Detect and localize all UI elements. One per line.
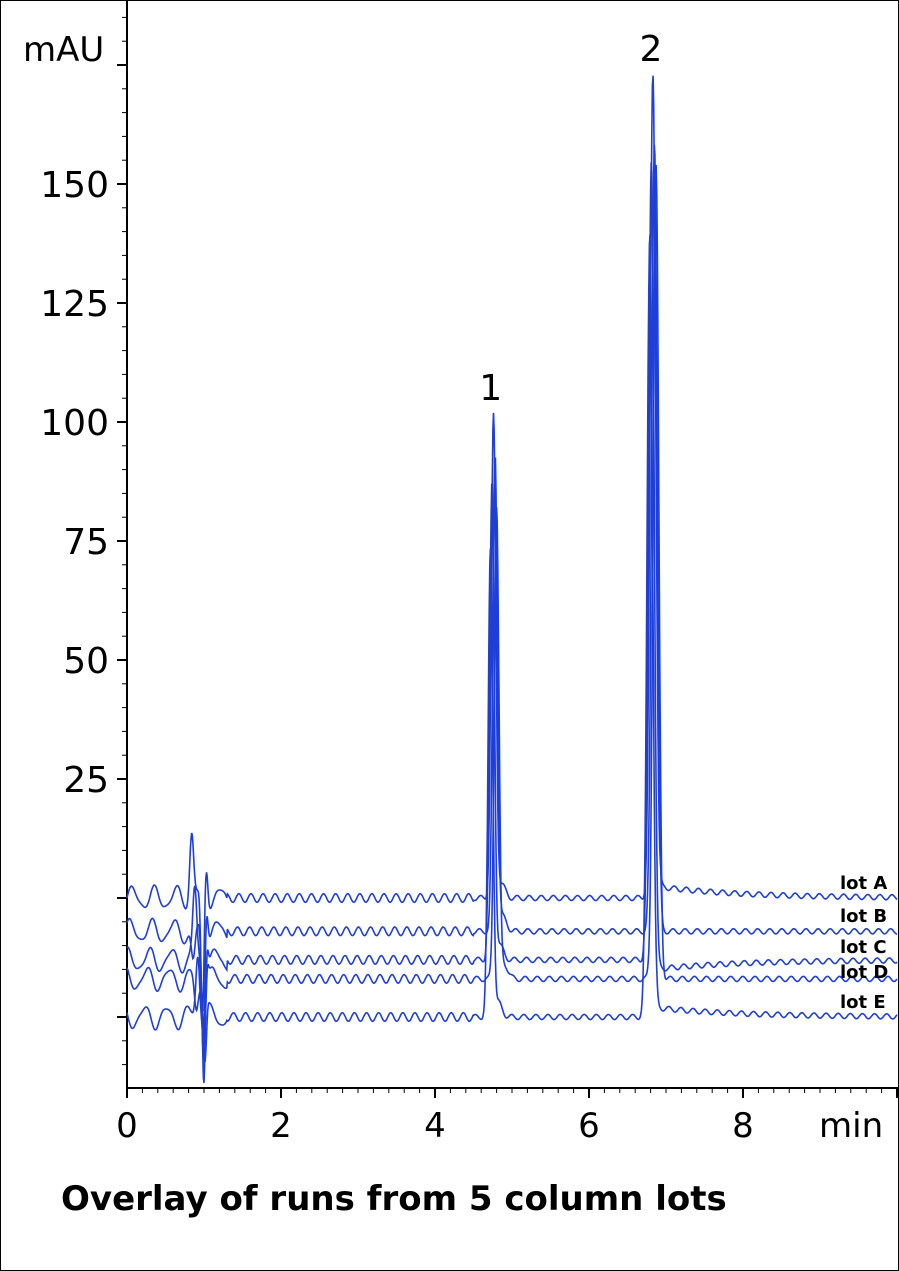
y-axis-label: mAU: [23, 30, 104, 70]
series-label: lot C: [840, 937, 887, 958]
trace-lot-d: [126, 164, 898, 1047]
x-tick-label: 8: [732, 1106, 754, 1146]
y-tick-label: 25: [63, 760, 109, 801]
y-tick-label: 150: [40, 165, 109, 206]
labels: lot A lot B lot C lot D lot E 1 2: [479, 29, 888, 1013]
peak-label: 2: [639, 29, 662, 70]
trace-lot-b: [126, 144, 897, 1053]
x-tick-label: 4: [424, 1106, 446, 1146]
series-label: lot A: [840, 873, 887, 894]
x-tick-label: 2: [270, 1106, 292, 1146]
chart-title: Overlay of runs from 5 column lots: [61, 1179, 727, 1219]
x-tick-label: 6: [578, 1106, 600, 1146]
trace-lot-c: [126, 162, 898, 1084]
traces: [126, 75, 898, 1084]
axes: 25 50 75 100 125 150 0 2 4 6 8 mAU min: [23, 1, 898, 1146]
y-tick-label: 75: [63, 522, 109, 563]
x-axis-label: min: [819, 1106, 883, 1146]
trace-lot-e: [126, 235, 898, 1064]
series-label: lot D: [840, 962, 888, 983]
trace-lot-a: [126, 75, 898, 1012]
peak-label: 1: [479, 368, 502, 409]
series-label: lot E: [840, 992, 886, 1013]
series-label: lot B: [840, 906, 887, 927]
y-tick-label: 100: [40, 403, 109, 444]
y-tick-label: 50: [63, 641, 109, 682]
x-tick-label: 0: [116, 1106, 138, 1146]
y-tick-label: 125: [40, 284, 109, 325]
